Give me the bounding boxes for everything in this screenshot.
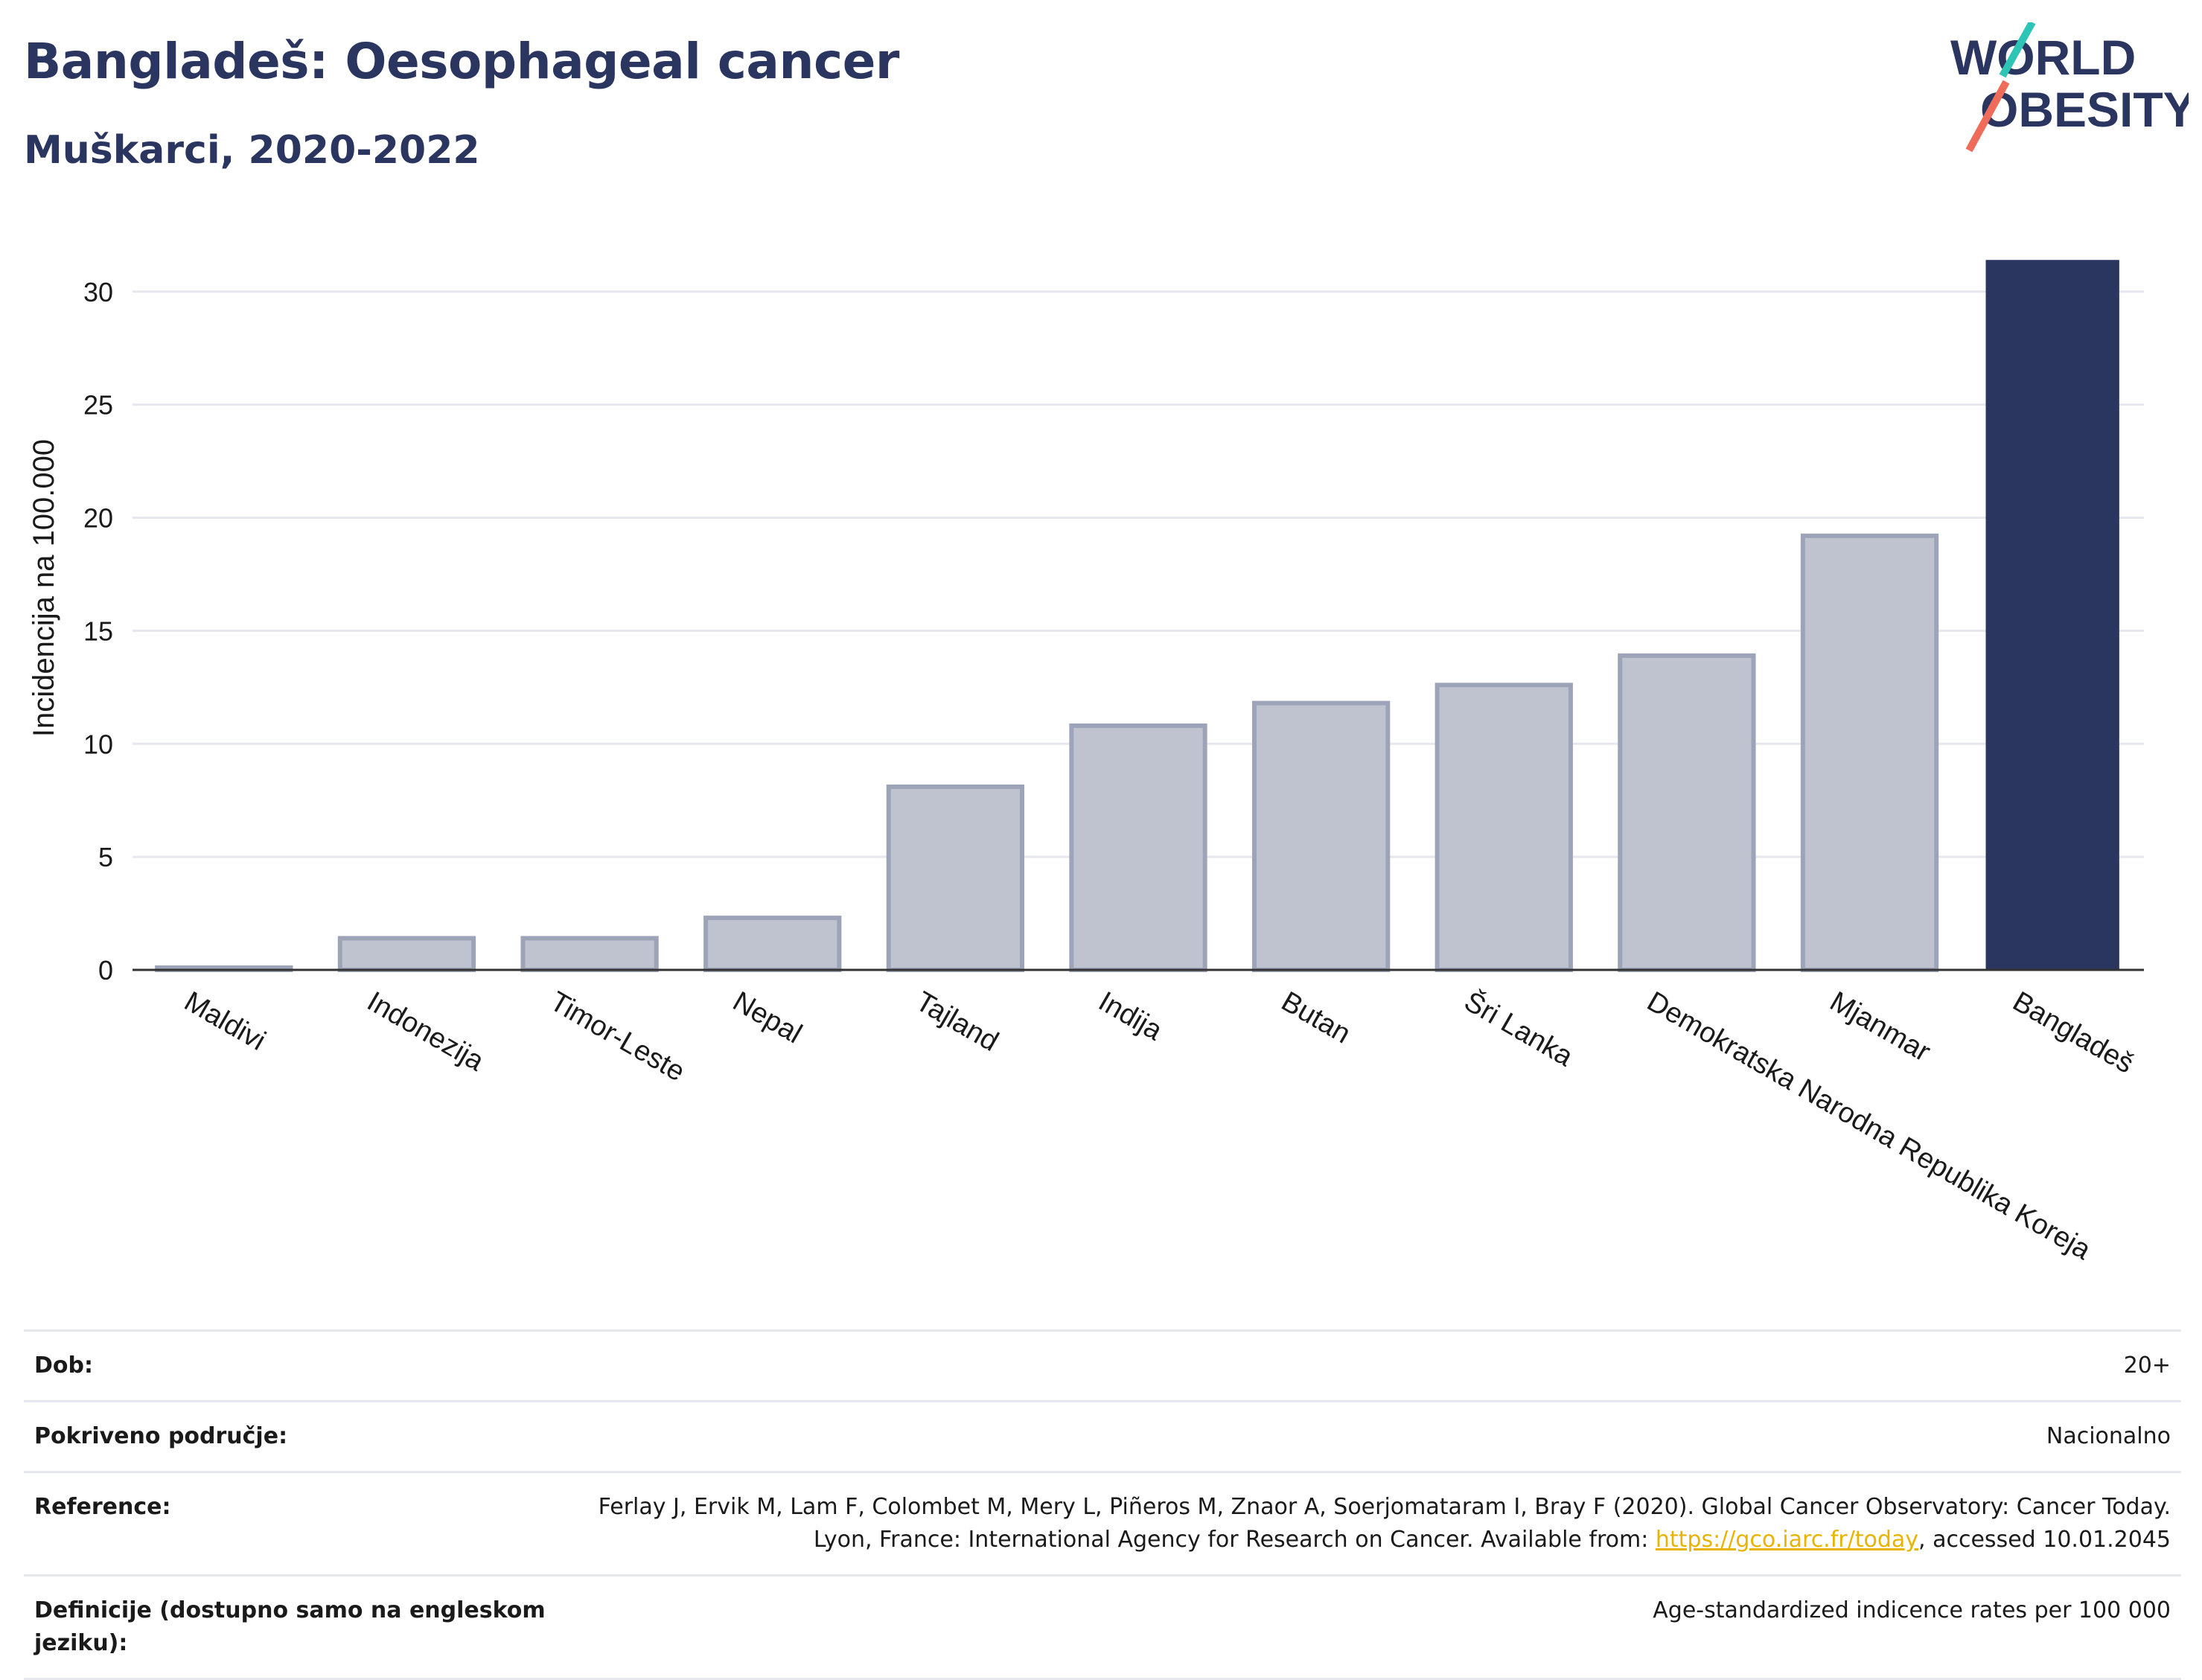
reference-text-1: Ferlay J, Ervik M, Lam F, Colombet M, Me… <box>598 1494 2171 1553</box>
bar-Mjanmar[interactable] <box>1800 533 1939 972</box>
x-tick-label: Maldivi <box>179 986 270 1056</box>
meta-row-coverage: Pokriveno područje: Nacionalno <box>24 1400 2181 1471</box>
x-tick-label: Bangladeš <box>2008 986 2139 1079</box>
bar-Demokratska Narodna Republika Koreja[interactable] <box>1618 653 1756 972</box>
x-tick-label: Butan <box>1276 986 1356 1050</box>
meta-row-reference: Reference: Ferlay J, Ervik M, Lam F, Col… <box>24 1471 2181 1574</box>
reference-text-2: , accessed 10.01.2045 <box>1918 1527 2171 1553</box>
reference-label: Reference: <box>34 1494 171 1520</box>
logo-slash-coral <box>1965 80 2010 153</box>
logo-text-obesity: OBESITY <box>1980 82 2189 137</box>
logo-text-world: WORLD <box>1950 30 2136 85</box>
bar-Butan[interactable] <box>1251 700 1391 972</box>
logo-slash-teal <box>1999 22 2036 78</box>
y-tick-label: 10 <box>83 729 113 759</box>
coverage-value: Nacionalno <box>2046 1423 2171 1449</box>
bars <box>155 260 2119 973</box>
x-tick-label: Šri Lanka <box>1459 985 1580 1073</box>
bar-Tajland[interactable] <box>886 784 1025 973</box>
meta-row-age: Dob: 20+ <box>24 1329 2181 1400</box>
age-value: 20+ <box>2123 1352 2171 1379</box>
x-tick-label: Mjanmar <box>1825 986 1935 1067</box>
reference-value: Ferlay J, Ervik M, Lam F, Colombet M, Me… <box>570 1491 2171 1556</box>
x-tick-label: Timor-Leste <box>545 986 690 1087</box>
definition-value: Age-standardized indicence rates per 100… <box>1653 1597 2171 1623</box>
y-tick-label: 30 <box>83 277 113 307</box>
y-axis-label: Incidencija na 100.000 <box>28 439 60 737</box>
bar-Timor-Leste[interactable] <box>520 936 659 972</box>
y-tick-label: 20 <box>83 503 113 534</box>
y-tick-label: 0 <box>98 955 113 986</box>
bar-Nepal[interactable] <box>703 916 842 972</box>
x-tick-label: Nepal <box>727 986 807 1050</box>
meta-row-definition: Definicije (dostupno samo na engleskom j… <box>24 1574 2181 1680</box>
chart-subtitle: Muškarci, 2020-2022 <box>24 128 480 173</box>
chart-title: Bangladeš: Oesophageal cancer <box>24 33 899 90</box>
metadata-table: Dob: 20+ Pokriveno područje: Nacionalno … <box>24 1329 2181 1680</box>
y-tick-label: 5 <box>98 842 113 872</box>
x-tick-label: Indija <box>1094 986 1168 1047</box>
reference-link[interactable]: https://gco.iarc.fr/today <box>1655 1527 1919 1553</box>
x-tick-label: Indonezija <box>362 986 490 1077</box>
y-tick-label: 15 <box>83 616 113 646</box>
age-label: Dob: <box>34 1352 93 1379</box>
coverage-label: Pokriveno područje: <box>34 1423 288 1449</box>
bar-Bangladeš[interactable] <box>1985 260 2119 971</box>
definition-label: Definicije (dostupno samo na engleskom j… <box>34 1597 546 1656</box>
world-obesity-logo: WORLD OBESITY <box>1950 22 2189 153</box>
y-tick-label: 25 <box>83 390 113 421</box>
bar-Šri Lanka[interactable] <box>1435 683 1573 973</box>
bar-chart: 0 5 10 15 20 25 30 Maldivi Indonezija Timor-Leste… <box>28 260 2144 1266</box>
bar-Indonezija[interactable] <box>337 936 476 972</box>
x-tick-label: Tajland <box>910 986 1003 1058</box>
bar-Indija[interactable] <box>1069 723 1207 972</box>
